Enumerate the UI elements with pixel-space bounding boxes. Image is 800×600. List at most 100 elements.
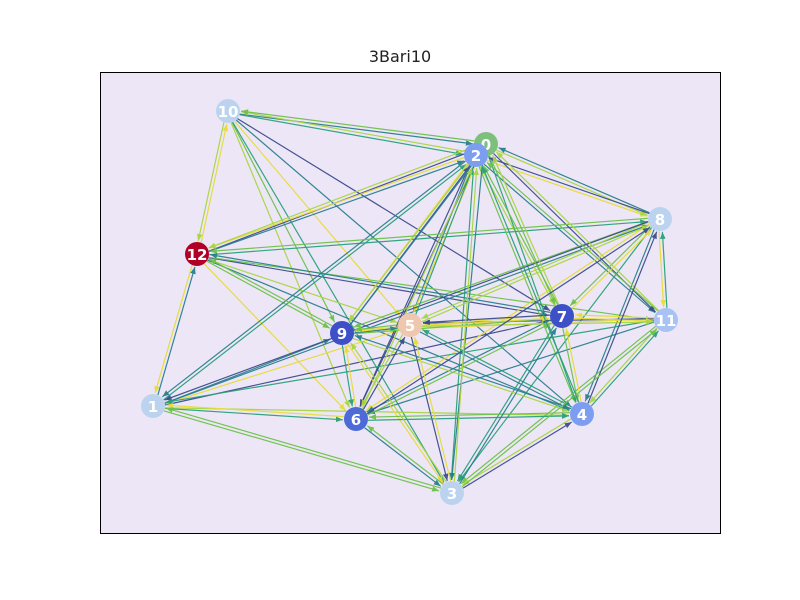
edge-7-to-0 — [492, 154, 560, 305]
edge-9-to-6 — [341, 345, 354, 407]
node-label: 0 — [481, 136, 491, 154]
edge-0-to-9 — [348, 152, 478, 323]
edge-7-to-9 — [354, 314, 550, 333]
edge-12-to-2 — [208, 160, 465, 253]
edge-7-to-8 — [571, 228, 653, 310]
node-label: 7 — [557, 308, 567, 326]
edge-12-to-5 — [207, 258, 398, 323]
node-5: 5 — [398, 313, 422, 337]
node-6: 6 — [344, 407, 368, 431]
edge-11-to-2 — [486, 161, 659, 312]
edge-2-to-10 — [240, 110, 465, 152]
edge-1-to-2 — [163, 163, 468, 401]
edge-11-to-4 — [589, 327, 658, 404]
node-circle — [216, 99, 240, 123]
edge-6-to-3 — [364, 427, 442, 487]
node-circle — [141, 394, 165, 418]
edge-6-to-1 — [166, 402, 345, 418]
edge-8-to-0 — [498, 147, 650, 214]
edge-2-to-12 — [208, 156, 465, 249]
node-label: 6 — [351, 411, 361, 429]
edge-0-to-3 — [449, 155, 484, 480]
edge-11-to-6 — [367, 321, 655, 415]
edge-0-to-10 — [241, 109, 475, 142]
edge-5-to-11 — [421, 319, 654, 327]
node-circle — [185, 242, 209, 266]
edge-11-to-3 — [460, 325, 657, 485]
node-label: 3 — [447, 485, 457, 503]
edge-4-to-2 — [481, 166, 580, 403]
edge-4-to-11 — [590, 330, 659, 407]
edge-7-to-12 — [209, 253, 551, 313]
node-label: 2 — [471, 147, 481, 165]
edges-layer — [154, 109, 668, 492]
edge-12-to-11 — [208, 256, 653, 322]
edge-2-to-4 — [478, 166, 577, 403]
edge-8-to-9 — [353, 220, 649, 328]
edge-8-to-2 — [488, 157, 650, 215]
edge-10-to-0 — [239, 113, 473, 146]
node-circle — [550, 304, 574, 328]
edge-4-to-3 — [461, 418, 572, 486]
edge-6-to-4 — [367, 413, 570, 421]
edge-8-to-5 — [421, 221, 649, 320]
edge-7-to-4 — [562, 327, 580, 402]
edge-4-to-5 — [422, 329, 573, 408]
node-circle — [344, 407, 368, 431]
edge-5-to-3 — [410, 336, 449, 481]
edge-10-to-5 — [234, 120, 401, 317]
node-circle — [570, 402, 594, 426]
edge-4-to-6 — [368, 412, 571, 420]
edge-5-to-4 — [419, 331, 570, 410]
node-1: 1 — [141, 394, 165, 418]
edge-9-to-5 — [354, 326, 398, 334]
edge-3-to-11 — [461, 328, 658, 488]
node-label: 12 — [187, 246, 208, 264]
edge-8-to-4 — [584, 229, 655, 402]
edge-3-to-7 — [459, 327, 558, 485]
edge-6-to-2 — [361, 167, 473, 409]
edge-5-to-8 — [421, 224, 649, 323]
edge-5-to-6 — [360, 334, 404, 408]
node-label: 10 — [218, 103, 239, 121]
nodes-layer: 0 10 12 1 8 11 7 9 5 6 4 3 2 — [141, 99, 678, 505]
edge-6-to-7 — [367, 322, 552, 416]
edge-8-to-11 — [658, 231, 666, 308]
edge-3-to-5 — [413, 337, 452, 482]
node-label: 1 — [148, 398, 158, 416]
edge-3-to-1 — [165, 407, 442, 489]
edge-3-to-9 — [350, 342, 447, 483]
edge-7-to-5 — [422, 314, 550, 325]
node-circle — [330, 321, 354, 345]
node-9: 9 — [330, 321, 354, 345]
edge-5-to-2 — [415, 167, 474, 315]
edge-11-to-8 — [660, 231, 668, 308]
edge-7-to-2 — [482, 165, 559, 305]
edge-8-to-12 — [209, 217, 648, 254]
edge-10-to-6 — [230, 122, 351, 408]
edge-6-to-8 — [366, 226, 651, 415]
node-label: 9 — [337, 325, 347, 343]
edge-11-to-0 — [495, 151, 659, 311]
edge-12-to-9 — [206, 260, 331, 329]
edge-2-to-11 — [483, 163, 656, 314]
edge-9-to-12 — [208, 258, 333, 327]
edge-9-to-3 — [347, 343, 444, 484]
edge-4-to-8 — [587, 231, 658, 404]
node-8: 8 — [648, 207, 672, 231]
edge-4-to-7 — [564, 328, 582, 403]
edge-1-to-3 — [163, 410, 440, 492]
edge-2-to-5 — [412, 165, 471, 313]
node-circle — [440, 481, 464, 505]
edge-8-to-7 — [569, 225, 651, 307]
node-label: 4 — [577, 406, 587, 424]
edge-8-to-3 — [458, 227, 652, 483]
node-10: 10 — [216, 99, 240, 123]
node-12: 12 — [185, 242, 209, 266]
edge-7-to-11 — [573, 317, 653, 324]
node-7: 7 — [550, 304, 574, 328]
edge-6-to-5 — [362, 336, 406, 410]
edge-3-to-4 — [462, 421, 573, 489]
node-circle — [464, 143, 488, 167]
edge-12-to-8 — [209, 219, 648, 256]
